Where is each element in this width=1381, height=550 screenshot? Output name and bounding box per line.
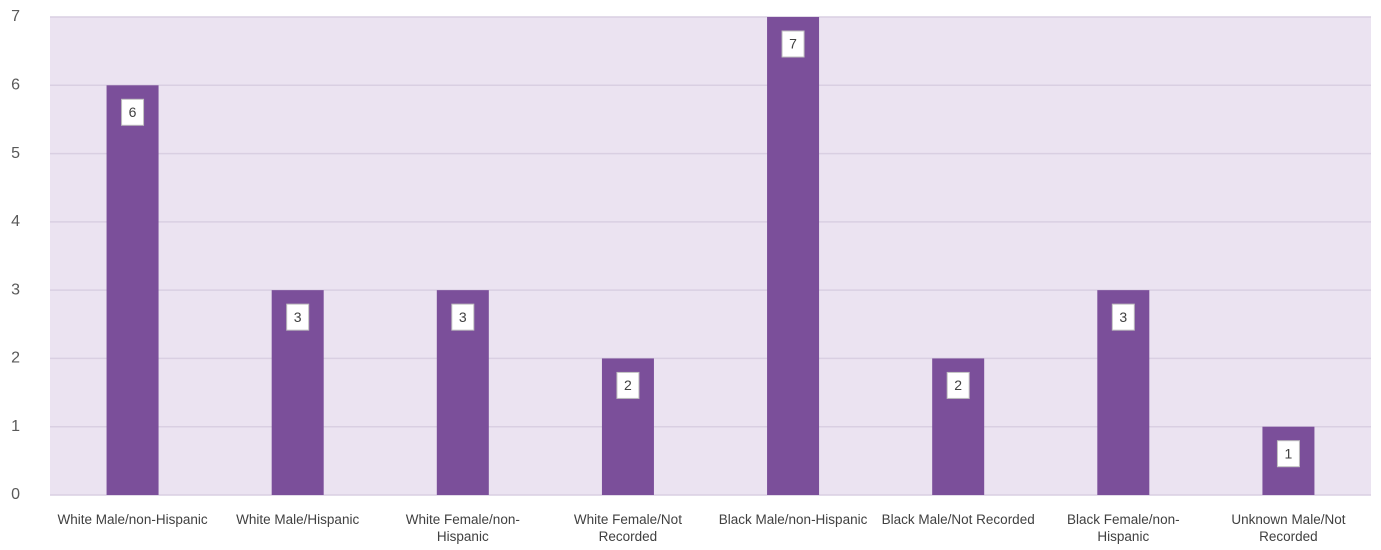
y-tick-label: 0: [11, 486, 20, 503]
y-tick-label: 1: [11, 418, 20, 435]
x-tick-label: Unknown Male/Not Recorded: [1231, 512, 1346, 544]
y-tick-label: 2: [11, 350, 20, 367]
data-label: 2: [954, 377, 962, 393]
y-tick-label: 3: [11, 281, 20, 298]
data-label-box: [781, 30, 805, 58]
data-label: 1: [1285, 445, 1293, 461]
bar: [106, 85, 159, 496]
bar: [767, 17, 820, 495]
x-tick-label: White Female/Not Recorded: [573, 512, 682, 544]
y-tick-label: 7: [11, 8, 20, 25]
data-label-box: [946, 371, 970, 399]
data-label: 6: [129, 104, 137, 120]
y-tick-label: 6: [11, 77, 20, 94]
x-tick-label: White Female/non-Hispanic: [405, 512, 520, 544]
x-tick-label: Black Male/non-Hispanic: [718, 512, 868, 527]
data-label: 3: [294, 309, 302, 325]
y-tick-label: 4: [11, 213, 20, 230]
data-label-box: [1111, 303, 1135, 331]
data-label-box: [1276, 440, 1300, 468]
x-tick-label: White Male/non-Hispanic: [57, 512, 208, 527]
data-label-box: [286, 303, 310, 331]
data-label: 7: [789, 36, 797, 52]
data-label-box: [616, 371, 640, 399]
x-tick-label: Black Male/Not Recorded: [881, 512, 1035, 527]
plot-area: [50, 17, 1371, 495]
data-label: 3: [1119, 309, 1127, 325]
data-label-box: [451, 303, 475, 331]
x-tick-label: Black Female/non-Hispanic: [1067, 512, 1180, 544]
data-label-box: [121, 98, 145, 126]
data-label: 3: [459, 309, 467, 325]
x-tick-label: White Male/Hispanic: [236, 512, 360, 527]
y-tick-label: 5: [11, 145, 20, 162]
data-label: 2: [624, 377, 632, 393]
